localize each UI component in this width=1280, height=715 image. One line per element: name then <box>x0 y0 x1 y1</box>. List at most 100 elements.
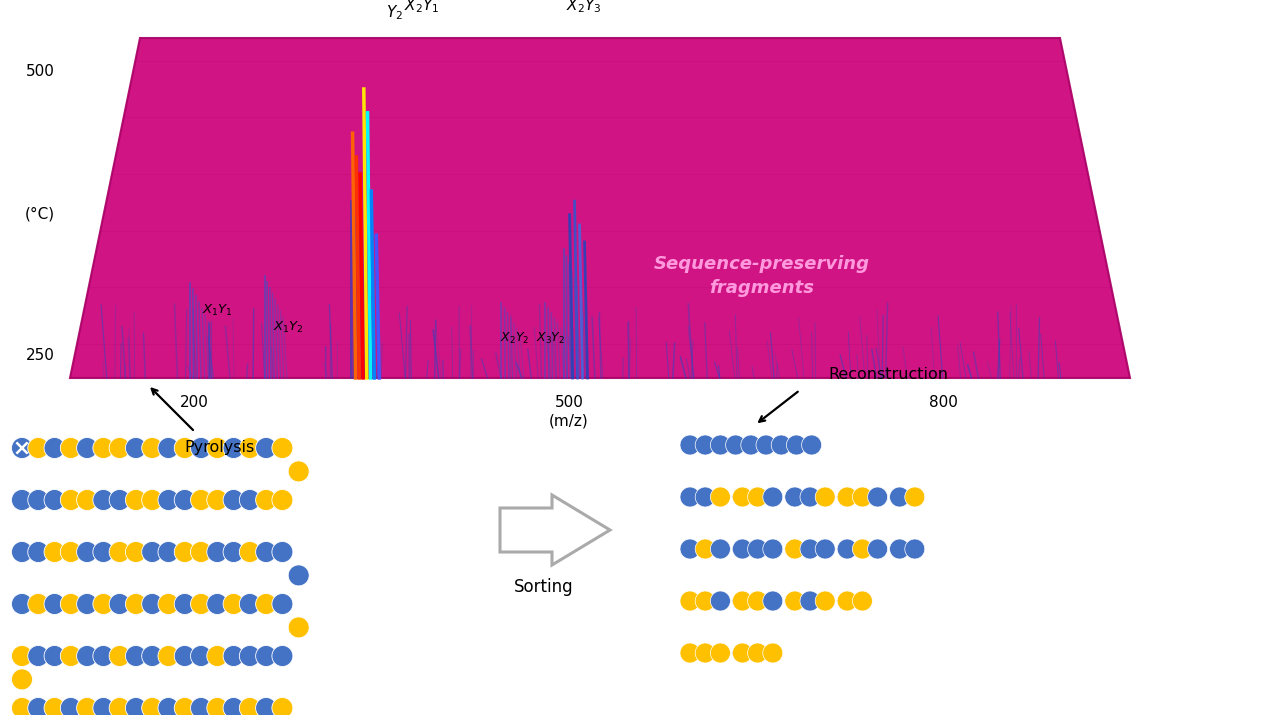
Circle shape <box>77 541 97 563</box>
Circle shape <box>28 490 49 511</box>
Circle shape <box>271 698 293 715</box>
Circle shape <box>852 539 873 559</box>
Circle shape <box>142 593 163 614</box>
Circle shape <box>837 591 858 611</box>
Circle shape <box>77 438 97 458</box>
Text: Pyrolysis: Pyrolysis <box>184 440 255 455</box>
Circle shape <box>800 539 820 559</box>
Circle shape <box>695 487 716 507</box>
Polygon shape <box>70 38 1130 378</box>
Circle shape <box>710 435 731 455</box>
Circle shape <box>125 438 146 458</box>
Circle shape <box>288 565 310 586</box>
Circle shape <box>695 539 716 559</box>
Circle shape <box>191 438 211 458</box>
Circle shape <box>157 646 179 666</box>
Circle shape <box>28 698 49 715</box>
Circle shape <box>815 487 836 507</box>
Circle shape <box>801 435 822 455</box>
Circle shape <box>288 461 310 482</box>
Circle shape <box>77 593 97 614</box>
Circle shape <box>60 490 82 511</box>
Circle shape <box>125 698 146 715</box>
Circle shape <box>157 438 179 458</box>
Circle shape <box>142 646 163 666</box>
Text: 250: 250 <box>26 347 55 363</box>
Circle shape <box>207 490 228 511</box>
Circle shape <box>191 541 211 563</box>
Circle shape <box>142 541 163 563</box>
Circle shape <box>256 438 276 458</box>
Circle shape <box>748 539 768 559</box>
Circle shape <box>191 490 211 511</box>
Circle shape <box>256 698 276 715</box>
Circle shape <box>191 646 211 666</box>
Circle shape <box>60 646 82 666</box>
Circle shape <box>157 698 179 715</box>
Circle shape <box>239 593 260 614</box>
Circle shape <box>60 541 82 563</box>
Circle shape <box>905 539 925 559</box>
Circle shape <box>109 698 131 715</box>
Circle shape <box>12 593 32 614</box>
Circle shape <box>710 591 731 611</box>
Circle shape <box>125 646 146 666</box>
Circle shape <box>837 539 858 559</box>
Circle shape <box>191 593 211 614</box>
Circle shape <box>142 438 163 458</box>
Circle shape <box>748 487 768 507</box>
Text: Sequence-preserving
fragments: Sequence-preserving fragments <box>654 255 869 297</box>
Circle shape <box>732 487 753 507</box>
Circle shape <box>695 435 716 455</box>
Circle shape <box>44 646 65 666</box>
Circle shape <box>44 438 65 458</box>
Circle shape <box>174 541 196 563</box>
Circle shape <box>868 487 887 507</box>
Text: 200: 200 <box>180 395 209 410</box>
Circle shape <box>223 490 244 511</box>
Circle shape <box>12 698 32 715</box>
Circle shape <box>680 487 700 507</box>
Circle shape <box>223 646 244 666</box>
Circle shape <box>174 698 196 715</box>
Circle shape <box>93 698 114 715</box>
Circle shape <box>271 490 293 511</box>
Circle shape <box>680 591 700 611</box>
Circle shape <box>125 490 146 511</box>
Circle shape <box>256 541 276 563</box>
Circle shape <box>174 646 196 666</box>
Circle shape <box>868 539 887 559</box>
Circle shape <box>732 643 753 663</box>
Circle shape <box>93 593 114 614</box>
Circle shape <box>763 539 783 559</box>
Circle shape <box>763 591 783 611</box>
Circle shape <box>763 487 783 507</box>
Circle shape <box>815 539 836 559</box>
Circle shape <box>28 593 49 614</box>
Circle shape <box>174 490 196 511</box>
Circle shape <box>852 487 873 507</box>
Circle shape <box>207 646 228 666</box>
Circle shape <box>800 591 820 611</box>
Circle shape <box>785 539 805 559</box>
Circle shape <box>93 541 114 563</box>
Circle shape <box>772 435 791 455</box>
Circle shape <box>28 438 49 458</box>
Circle shape <box>109 646 131 666</box>
Circle shape <box>28 646 49 666</box>
Circle shape <box>157 593 179 614</box>
Circle shape <box>125 541 146 563</box>
Circle shape <box>93 646 114 666</box>
Circle shape <box>125 593 146 614</box>
Circle shape <box>271 593 293 614</box>
Circle shape <box>223 438 244 458</box>
Circle shape <box>710 487 731 507</box>
Text: $X_1Y_1$: $X_1Y_1$ <box>202 302 233 317</box>
Circle shape <box>44 593 65 614</box>
Circle shape <box>890 539 910 559</box>
Circle shape <box>142 698 163 715</box>
Circle shape <box>239 438 260 458</box>
Circle shape <box>109 593 131 614</box>
Circle shape <box>60 438 82 458</box>
Circle shape <box>44 541 65 563</box>
